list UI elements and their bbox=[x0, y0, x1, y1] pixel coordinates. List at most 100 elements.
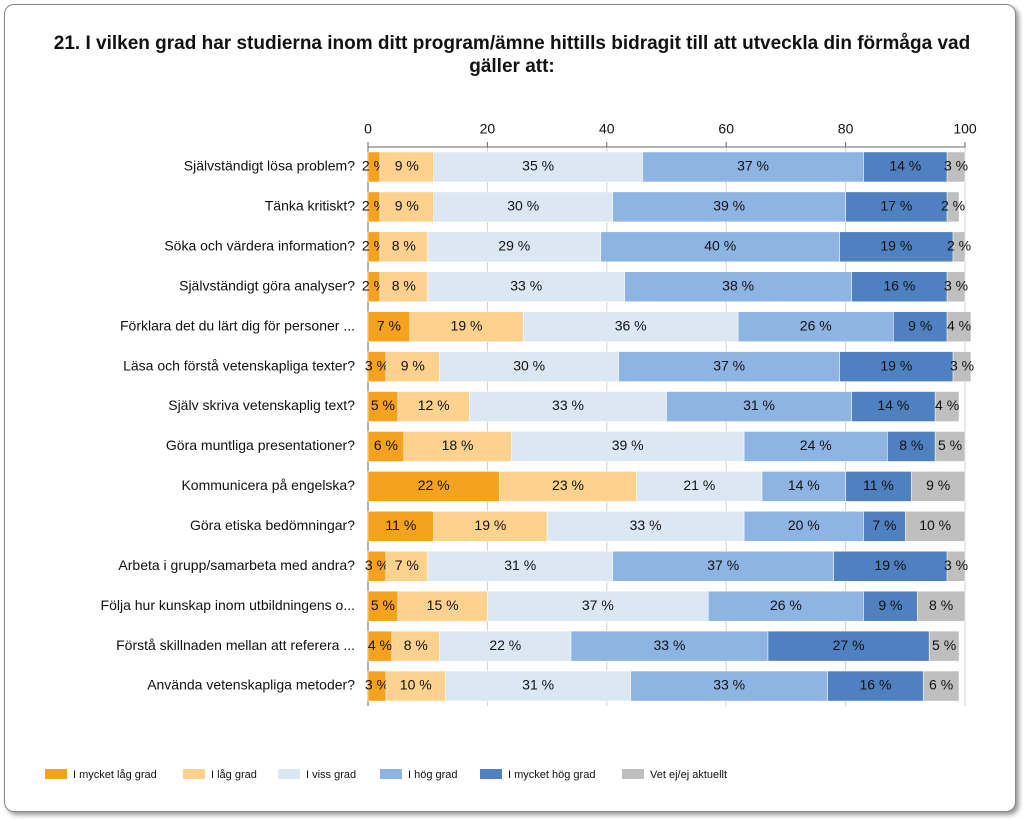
y-tick-label: Följa hur kunskap inom utbildningens o..… bbox=[101, 597, 355, 613]
legend-swatch bbox=[278, 769, 300, 779]
data-label: 8 % bbox=[899, 437, 923, 453]
data-label: 6 % bbox=[929, 677, 953, 693]
bar-segment bbox=[833, 551, 948, 582]
bar-segment bbox=[439, 351, 619, 382]
bar-segment bbox=[911, 471, 966, 502]
x-tick-label: 60 bbox=[718, 121, 734, 137]
legend-label: Vet ej/ej aktuellt bbox=[650, 769, 727, 781]
data-label: 9 % bbox=[926, 477, 950, 493]
bar-segment bbox=[851, 271, 948, 302]
bar-segment bbox=[379, 271, 428, 302]
data-label: 8 % bbox=[392, 238, 416, 254]
bar-segment bbox=[612, 191, 846, 223]
data-label: 4 % bbox=[947, 317, 971, 333]
bar-segment bbox=[367, 590, 399, 622]
bar-segment bbox=[946, 151, 966, 183]
bar-segment bbox=[767, 630, 930, 662]
bar-segment bbox=[600, 231, 840, 263]
bar-segment bbox=[511, 431, 745, 462]
data-label: 20 % bbox=[788, 517, 820, 533]
data-label: 17 % bbox=[880, 198, 912, 214]
bar-segment bbox=[863, 511, 906, 542]
bar-segment bbox=[928, 630, 960, 662]
legend-label: I viss grad bbox=[306, 769, 356, 781]
data-label: 4 % bbox=[368, 637, 392, 653]
data-label: 33 % bbox=[510, 277, 542, 293]
bar-segment bbox=[666, 391, 852, 422]
data-label: 10 % bbox=[919, 517, 951, 533]
data-label: 37 % bbox=[713, 357, 745, 373]
data-label: 14 % bbox=[889, 158, 921, 174]
data-label: 27 % bbox=[833, 637, 865, 653]
x-tick-label: 20 bbox=[480, 121, 496, 137]
y-tick-label: Självständigt göra analyser? bbox=[179, 277, 355, 293]
legend-swatch bbox=[45, 769, 67, 779]
data-label: 7 % bbox=[377, 317, 401, 333]
data-label: 14 % bbox=[788, 477, 820, 493]
bar-segment bbox=[737, 311, 894, 342]
bar-segment bbox=[946, 311, 972, 342]
data-label: 39 % bbox=[713, 198, 745, 214]
data-label: 29 % bbox=[498, 238, 530, 254]
data-label: 3 % bbox=[944, 557, 968, 573]
data-label: 3 % bbox=[365, 357, 389, 373]
data-label: 26 % bbox=[770, 597, 802, 613]
data-label: 37 % bbox=[707, 557, 739, 573]
data-label: 22 % bbox=[418, 477, 450, 493]
bar-segment bbox=[487, 590, 709, 622]
bar-segment bbox=[427, 551, 614, 582]
bar-segment bbox=[391, 630, 440, 662]
legend-swatch bbox=[380, 769, 402, 779]
bar-segment bbox=[845, 471, 912, 502]
chart-title: 21. I vilken grad har studierna inom dit… bbox=[53, 33, 971, 77]
data-label: 33 % bbox=[654, 637, 686, 653]
data-label: 2 % bbox=[947, 238, 971, 254]
bar-segment bbox=[427, 271, 625, 302]
data-label: 33 % bbox=[552, 397, 584, 413]
data-label: 5 % bbox=[371, 597, 395, 613]
bar-segment bbox=[433, 511, 548, 542]
data-label: 3 % bbox=[944, 277, 968, 293]
data-label: 8 % bbox=[929, 597, 953, 613]
data-label: 16 % bbox=[859, 677, 891, 693]
y-tick-label: Kommunicera på engelska? bbox=[181, 477, 355, 493]
legend-label: I mycket hög grad bbox=[508, 769, 595, 781]
bar-segment bbox=[385, 351, 440, 382]
bar-segment bbox=[618, 351, 840, 382]
bar-segment bbox=[379, 191, 434, 223]
data-label: 16 % bbox=[883, 277, 915, 293]
bar-segment bbox=[433, 151, 643, 183]
x-tick-label: 100 bbox=[953, 121, 977, 137]
y-tick-label: Läsa och förstå vetenskapliga texter? bbox=[123, 357, 355, 373]
data-label: 5 % bbox=[938, 437, 962, 453]
legend-label: I hög grad bbox=[408, 769, 458, 781]
data-label: 37 % bbox=[737, 158, 769, 174]
bar-segment bbox=[397, 391, 470, 422]
bar-segment bbox=[887, 431, 936, 462]
legend-swatch bbox=[622, 769, 644, 779]
data-label: 19 % bbox=[880, 238, 912, 254]
legend-label: I låg grad bbox=[211, 769, 257, 781]
bar-segment bbox=[522, 311, 739, 342]
data-label: 9 % bbox=[878, 597, 902, 613]
data-label: 9 % bbox=[395, 158, 419, 174]
bar-segment bbox=[427, 231, 602, 263]
data-label: 38 % bbox=[722, 277, 754, 293]
bar-segment bbox=[952, 231, 966, 263]
data-label: 8 % bbox=[392, 277, 416, 293]
x-tick-label: 0 bbox=[364, 121, 372, 137]
data-label: 21 % bbox=[683, 477, 715, 493]
y-tick-label: Självständigt lösa problem? bbox=[184, 158, 355, 174]
data-label: 31 % bbox=[743, 397, 775, 413]
data-label: 36 % bbox=[615, 317, 647, 333]
data-label: 4 % bbox=[935, 397, 959, 413]
bar-segment bbox=[367, 511, 434, 542]
y-tick-label: Göra muntliga presentationer? bbox=[166, 437, 355, 453]
bar-segment bbox=[469, 391, 667, 422]
bar-segment bbox=[863, 151, 948, 183]
bar-segment bbox=[934, 391, 960, 422]
data-label: 15 % bbox=[427, 597, 459, 613]
data-label: 9 % bbox=[395, 198, 419, 214]
data-label: 19 % bbox=[451, 317, 483, 333]
